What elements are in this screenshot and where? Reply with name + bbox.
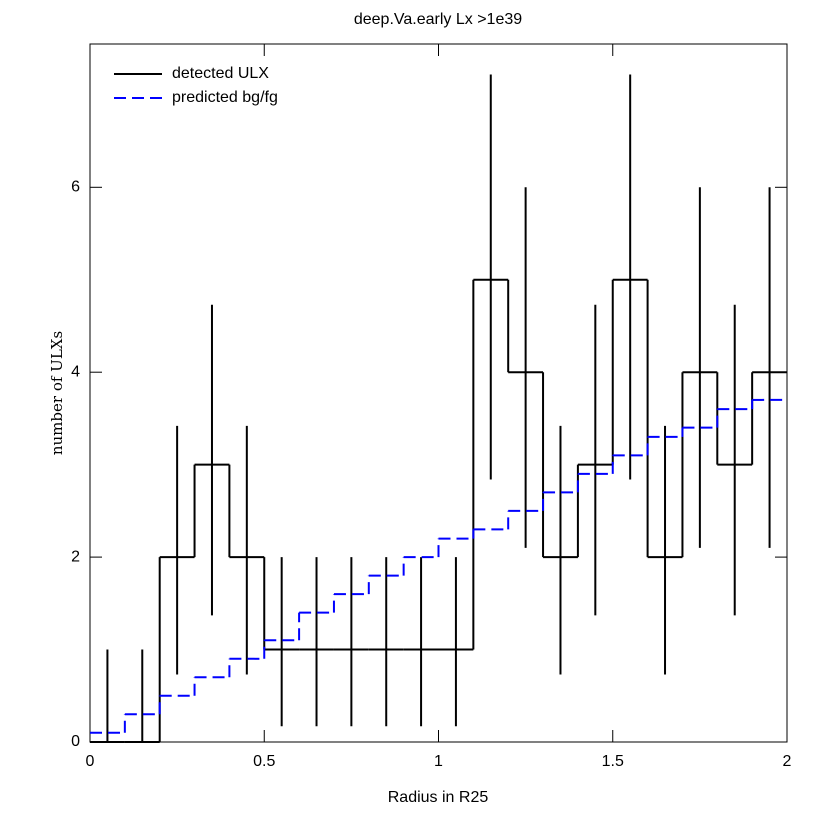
x-tick-label: 1 [434, 753, 443, 770]
y-tick-label: 2 [71, 548, 80, 565]
legend-label: detected ULX [172, 65, 269, 82]
x-tick-label: 0.5 [253, 753, 275, 770]
y-tick-label: 4 [71, 363, 80, 380]
legend-label: predicted bg/fg [172, 89, 278, 106]
x-axis-label: Radius in R25 [388, 789, 489, 806]
y-axis-label: number of ULXs [48, 331, 66, 455]
chart-title: deep.Va.early Lx >1e39 [354, 11, 522, 28]
x-tick-label: 0 [86, 753, 95, 770]
y-tick-label: 6 [71, 179, 80, 196]
x-tick-label: 1.5 [602, 753, 624, 770]
y-tick-label: 0 [71, 733, 80, 750]
x-tick-label: 2 [783, 753, 792, 770]
